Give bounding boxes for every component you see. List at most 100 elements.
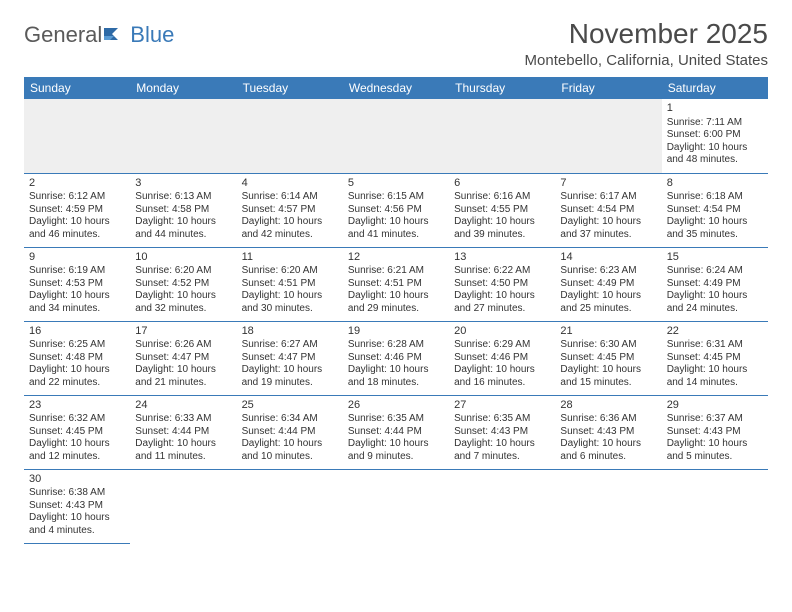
calendar-week-row: 16Sunrise: 6:25 AMSunset: 4:48 PMDayligh… [24,321,768,395]
sunset-text: Sunset: 4:49 PM [667,278,763,291]
calendar-day-cell [343,99,449,173]
calendar-day-cell [449,99,555,173]
calendar-day-cell: 13Sunrise: 6:22 AMSunset: 4:50 PMDayligh… [449,247,555,321]
sunset-text: Sunset: 4:46 PM [348,352,444,365]
calendar-day-cell: 27Sunrise: 6:35 AMSunset: 4:43 PMDayligh… [449,395,555,469]
sunset-text: Sunset: 4:44 PM [348,426,444,439]
sunrise-text: Sunrise: 6:31 AM [667,339,763,352]
daylight-text: Daylight: 10 hours and 18 minutes. [348,364,444,389]
calendar-day-cell: 25Sunrise: 6:34 AMSunset: 4:44 PMDayligh… [237,395,343,469]
calendar-day-cell: 22Sunrise: 6:31 AMSunset: 4:45 PMDayligh… [662,321,768,395]
daylight-text: Daylight: 10 hours and 24 minutes. [667,290,763,315]
sunrise-text: Sunrise: 6:38 AM [29,487,125,500]
day-number: 6 [454,177,550,191]
calendar-day-cell: 16Sunrise: 6:25 AMSunset: 4:48 PMDayligh… [24,321,130,395]
calendar-day-cell: 30Sunrise: 6:38 AMSunset: 4:43 PMDayligh… [24,469,130,543]
sunrise-text: Sunrise: 6:36 AM [560,413,656,426]
day-number: 28 [560,399,656,413]
daylight-text: Daylight: 10 hours and 15 minutes. [560,364,656,389]
daylight-text: Daylight: 10 hours and 7 minutes. [454,438,550,463]
calendar-day-cell: 23Sunrise: 6:32 AMSunset: 4:45 PMDayligh… [24,395,130,469]
day-number: 1 [667,102,763,116]
daylight-text: Daylight: 10 hours and 10 minutes. [242,438,338,463]
sunrise-text: Sunrise: 6:24 AM [667,265,763,278]
daylight-text: Daylight: 10 hours and 11 minutes. [135,438,231,463]
daylight-text: Daylight: 10 hours and 22 minutes. [29,364,125,389]
calendar-day-cell [449,469,555,543]
sunrise-text: Sunrise: 6:13 AM [135,191,231,204]
day-number: 21 [560,325,656,339]
daylight-text: Daylight: 10 hours and 9 minutes. [348,438,444,463]
daylight-text: Daylight: 10 hours and 4 minutes. [29,512,125,537]
calendar-day-cell: 21Sunrise: 6:30 AMSunset: 4:45 PMDayligh… [555,321,661,395]
title-block: November 2025 Montebello, California, Un… [525,18,768,69]
sunset-text: Sunset: 4:54 PM [667,204,763,217]
calendar-day-cell [130,99,236,173]
sunset-text: Sunset: 6:00 PM [667,129,763,142]
sunset-text: Sunset: 4:43 PM [667,426,763,439]
daylight-text: Daylight: 10 hours and 14 minutes. [667,364,763,389]
sunset-text: Sunset: 4:50 PM [454,278,550,291]
header: General Blue November 2025 Montebello, C… [24,18,768,69]
day-number: 18 [242,325,338,339]
calendar-day-cell [237,99,343,173]
calendar-week-row: 9Sunrise: 6:19 AMSunset: 4:53 PMDaylight… [24,247,768,321]
day-number: 5 [348,177,444,191]
sunrise-text: Sunrise: 6:27 AM [242,339,338,352]
flag-icon [104,22,126,48]
calendar-day-cell [130,469,236,543]
day-number: 17 [135,325,231,339]
day-number: 7 [560,177,656,191]
calendar-day-cell: 20Sunrise: 6:29 AMSunset: 4:46 PMDayligh… [449,321,555,395]
daylight-text: Daylight: 10 hours and 35 minutes. [667,216,763,241]
daylight-text: Daylight: 10 hours and 16 minutes. [454,364,550,389]
day-number: 19 [348,325,444,339]
daylight-text: Daylight: 10 hours and 48 minutes. [667,142,763,167]
daylight-text: Daylight: 10 hours and 34 minutes. [29,290,125,315]
weekday-header: Saturday [662,77,768,99]
sunrise-text: Sunrise: 6:20 AM [135,265,231,278]
day-number: 30 [29,473,125,487]
sunrise-text: Sunrise: 6:35 AM [348,413,444,426]
day-number: 12 [348,251,444,265]
daylight-text: Daylight: 10 hours and 12 minutes. [29,438,125,463]
sunset-text: Sunset: 4:45 PM [560,352,656,365]
calendar-week-row: 2Sunrise: 6:12 AMSunset: 4:59 PMDaylight… [24,173,768,247]
calendar-day-cell [343,469,449,543]
sunset-text: Sunset: 4:47 PM [135,352,231,365]
calendar-day-cell [662,469,768,543]
sunrise-text: Sunrise: 6:21 AM [348,265,444,278]
calendar-day-cell: 10Sunrise: 6:20 AMSunset: 4:52 PMDayligh… [130,247,236,321]
day-number: 22 [667,325,763,339]
sunset-text: Sunset: 4:47 PM [242,352,338,365]
sunrise-text: Sunrise: 6:35 AM [454,413,550,426]
calendar-body: 1Sunrise: 7:11 AMSunset: 6:00 PMDaylight… [24,99,768,543]
sunrise-text: Sunrise: 6:20 AM [242,265,338,278]
sunset-text: Sunset: 4:43 PM [560,426,656,439]
sunrise-text: Sunrise: 6:34 AM [242,413,338,426]
sunset-text: Sunset: 4:45 PM [29,426,125,439]
calendar-day-cell [555,99,661,173]
sunrise-text: Sunrise: 6:23 AM [560,265,656,278]
calendar-page: General Blue November 2025 Montebello, C… [0,0,792,562]
calendar-day-cell: 18Sunrise: 6:27 AMSunset: 4:47 PMDayligh… [237,321,343,395]
sunset-text: Sunset: 4:58 PM [135,204,231,217]
calendar-day-cell: 5Sunrise: 6:15 AMSunset: 4:56 PMDaylight… [343,173,449,247]
daylight-text: Daylight: 10 hours and 27 minutes. [454,290,550,315]
sunset-text: Sunset: 4:57 PM [242,204,338,217]
calendar-day-cell: 1Sunrise: 7:11 AMSunset: 6:00 PMDaylight… [662,99,768,173]
sunrise-text: Sunrise: 6:17 AM [560,191,656,204]
sunset-text: Sunset: 4:48 PM [29,352,125,365]
daylight-text: Daylight: 10 hours and 25 minutes. [560,290,656,315]
daylight-text: Daylight: 10 hours and 41 minutes. [348,216,444,241]
day-number: 3 [135,177,231,191]
calendar-day-cell: 12Sunrise: 6:21 AMSunset: 4:51 PMDayligh… [343,247,449,321]
weekday-header: Tuesday [237,77,343,99]
calendar-day-cell: 7Sunrise: 6:17 AMSunset: 4:54 PMDaylight… [555,173,661,247]
daylight-text: Daylight: 10 hours and 37 minutes. [560,216,656,241]
sunrise-text: Sunrise: 6:30 AM [560,339,656,352]
calendar-day-cell: 24Sunrise: 6:33 AMSunset: 4:44 PMDayligh… [130,395,236,469]
sunset-text: Sunset: 4:43 PM [454,426,550,439]
sunset-text: Sunset: 4:54 PM [560,204,656,217]
weekday-header: Thursday [449,77,555,99]
